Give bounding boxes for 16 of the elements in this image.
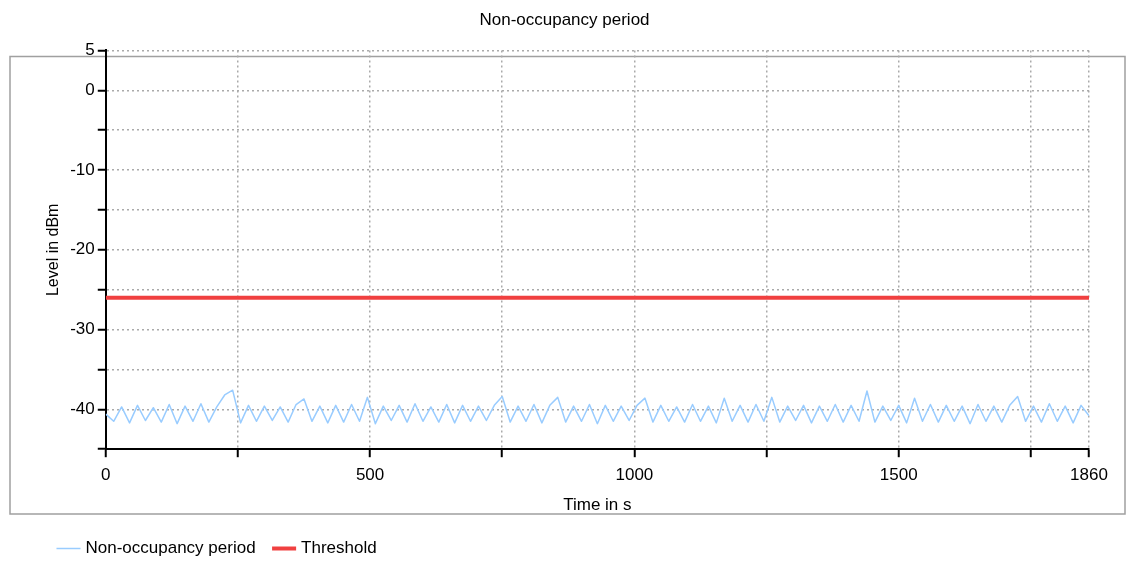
y-axis-title: Level in dBm xyxy=(44,203,62,297)
y-tick-label: 5 xyxy=(85,40,95,60)
y-tick-label: 0 xyxy=(85,79,95,99)
x-tick-label: 1000 xyxy=(615,465,654,485)
legend-label: Non-occupancy period xyxy=(85,538,256,558)
x-tick-label: 1860 xyxy=(1070,465,1108,485)
y-tick-label: -20 xyxy=(70,239,95,259)
x-tick-label: 500 xyxy=(355,465,385,485)
legend-label: Threshold xyxy=(301,538,377,558)
x-tick-label: 1500 xyxy=(879,465,918,485)
chart-title: Non-occupancy period xyxy=(479,9,650,29)
y-tick-label: -40 xyxy=(70,399,95,419)
x-tick-label: 0 xyxy=(101,465,111,485)
y-tick-label: -30 xyxy=(70,319,95,339)
y-tick-label: -10 xyxy=(70,159,95,179)
x-axis-title: Time in s xyxy=(563,495,632,515)
